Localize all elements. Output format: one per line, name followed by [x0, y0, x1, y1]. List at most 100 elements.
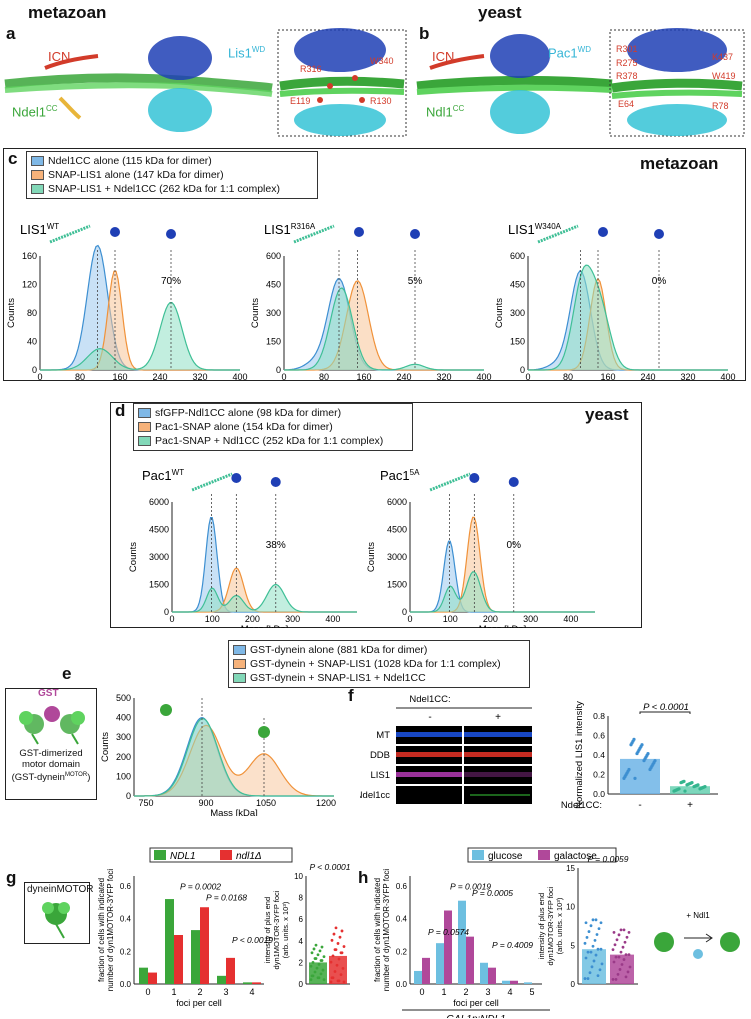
g-int-dot-1-22: [333, 948, 337, 952]
c-pct-0: 70%: [161, 276, 181, 287]
h-int-dot-0-10: [587, 930, 591, 933]
ndel1-sup: CC: [45, 104, 58, 113]
h-int-dot-1-7: [612, 960, 616, 964]
g-xcat-0: 0: [145, 987, 150, 997]
d-curve-1-0: [410, 540, 595, 613]
h-int-dot-0-5: [594, 953, 598, 957]
h-int-dot-1-20: [619, 950, 623, 954]
c-ytick-2-2: 300: [510, 308, 525, 318]
h-int-dot-1-2: [619, 928, 623, 932]
g-int-dot-0-7: [316, 953, 320, 957]
h-bar-gal-4: [510, 980, 518, 984]
g-int-dot-1-14: [329, 960, 333, 964]
d-xtick-0-3: 300: [285, 614, 300, 624]
h-int-ylabel-1: dyn1MOTOR-3YFP foci: [546, 886, 555, 965]
lis1-sup: WD: [251, 45, 266, 54]
e-xtick-0: 750: [138, 798, 153, 808]
legend-swatch-green: [31, 184, 44, 194]
g-int-dot-1-10: [341, 967, 345, 970]
panel-d-frame: [110, 402, 642, 628]
h-int-dot-0-1: [596, 947, 600, 951]
d-ytick-0-3: 4500: [149, 525, 169, 535]
c-ndel-icon-2: [537, 224, 579, 244]
g-bar-ndl1d-4: [252, 982, 261, 984]
g-int-dot-1-9: [330, 938, 334, 942]
h-int-dot-1-22: [627, 953, 631, 957]
h-bar-glc-3: [480, 962, 488, 984]
g-int-dot-0-12: [315, 966, 319, 970]
legend-d-0: sfGFP-Ndl1CC alone (98 kDa for dimer): [155, 407, 342, 419]
panel-d-plots: 015003000450060000100200300400Mass [kDa]…: [128, 468, 595, 628]
g-bar-ndl1-1: [165, 899, 174, 984]
c-complex-icon-1: [410, 229, 420, 239]
d-pac1-icon-1: [469, 473, 480, 483]
panel-label-e: e: [62, 664, 72, 683]
g-int-dot-0-10: [321, 968, 325, 972]
f-row-label-3: Ndel1cc: [360, 790, 390, 801]
c-xtick-2-2: 160: [600, 372, 615, 380]
h-bar-glc-0: [414, 970, 422, 984]
e-xtick-2: 1050: [256, 798, 276, 808]
d-ytick-1-4: 6000: [387, 497, 407, 507]
header-metazoan-c: metazoan: [640, 154, 719, 173]
g-ytick-1: 0.2: [120, 947, 132, 956]
panel-c-plots: 04080120160080160240320400Mass [kDa]Coun…: [6, 222, 736, 380]
g-int-dot-0-16: [317, 962, 321, 966]
g-int-ylabel-2: (arb. units. x 10³): [281, 901, 290, 958]
g-int-dot-0-13: [312, 947, 316, 951]
res-b-3: R378: [616, 71, 638, 81]
d-hist-0-0: [172, 517, 357, 612]
h-xcat-0: 0: [419, 987, 424, 997]
c-ytick-0-0: 0: [32, 365, 37, 375]
c-ytick-1-3: 450: [266, 280, 281, 290]
c-xtick-0-2: 160: [112, 372, 127, 380]
panel-label-f: f: [348, 686, 354, 705]
c-complex-icon-2: [654, 229, 664, 239]
d-ndl-icon-1: [429, 472, 471, 492]
h-int-dot-0-8: [597, 927, 601, 931]
g-ytick-2: 0.4: [120, 915, 132, 924]
h-int-dot-1-0: [611, 977, 615, 981]
h-schem-arrowhead: [705, 933, 713, 943]
panel-e-legend: GST-dynein alone (881 kDa for dimer) GST…: [228, 640, 530, 688]
g-int-ytick-4: 8: [299, 894, 304, 903]
e-ytick-1: 100: [116, 771, 131, 781]
d-ytick-1-0: 0: [402, 607, 407, 617]
h-ytick-3: 0.6: [396, 882, 408, 891]
g-bar-ndl1d-3: [226, 957, 235, 984]
legend-e-1: GST-dynein + SNAP-LIS1 (1028 kDa for 1:1…: [250, 658, 501, 670]
h-int-dot-1-18: [611, 948, 615, 952]
g-xlabel: foci per cell: [176, 998, 222, 1008]
g-int-dot-1-21: [336, 979, 340, 983]
d-title-0: Pac1WT: [142, 468, 184, 483]
g-bar-ndl1d-1: [174, 935, 183, 984]
h-int-ytick-1: 5: [571, 941, 576, 950]
header-yeast-d: yeast: [585, 405, 629, 424]
c-ytick-2-4: 600: [510, 251, 525, 261]
h-int-dot-0-11: [600, 962, 604, 966]
h-int-dot-0-22: [599, 947, 603, 951]
g-int-dot-0-23: [310, 974, 314, 978]
g-int-dot-1-6: [339, 973, 343, 977]
h-int-ytick-0: 0: [571, 980, 576, 989]
d-xlabel-1: Mass [kDa]: [479, 624, 527, 628]
res-a-2: E119: [290, 96, 311, 106]
g-bar-ndl1-3: [217, 975, 226, 984]
lis1-text: Lis1: [228, 45, 252, 61]
g-int-dot-0-18: [311, 961, 315, 964]
c-ytick-1-1: 150: [266, 337, 281, 347]
c-lis1-icon-2: [598, 227, 608, 237]
f-xlabel: Ndel1CC:: [561, 800, 602, 811]
h-int-dot-1-12: [623, 940, 627, 944]
d-ytick-0-4: 6000: [149, 497, 169, 507]
h-int-dot-1-17: [616, 973, 620, 976]
h-int-dot-0-3: [586, 950, 590, 954]
d-title-1: Pac15A: [380, 468, 420, 483]
h-int-dot-0-7: [584, 956, 588, 960]
g-legend-swatch-0: [154, 850, 166, 860]
panel-h: glucose galactose 0.0 0.2 0.4 0.6 fraction of …: [373, 847, 740, 1018]
panel-d-legend: sfGFP-Ndl1CC alone (98 kDa for dimer) Pa…: [133, 403, 413, 451]
c-ytick-1-0: 0: [276, 365, 281, 375]
legend-e-swatch-green: [233, 673, 246, 683]
g-int-dot-1-5: [342, 945, 346, 948]
